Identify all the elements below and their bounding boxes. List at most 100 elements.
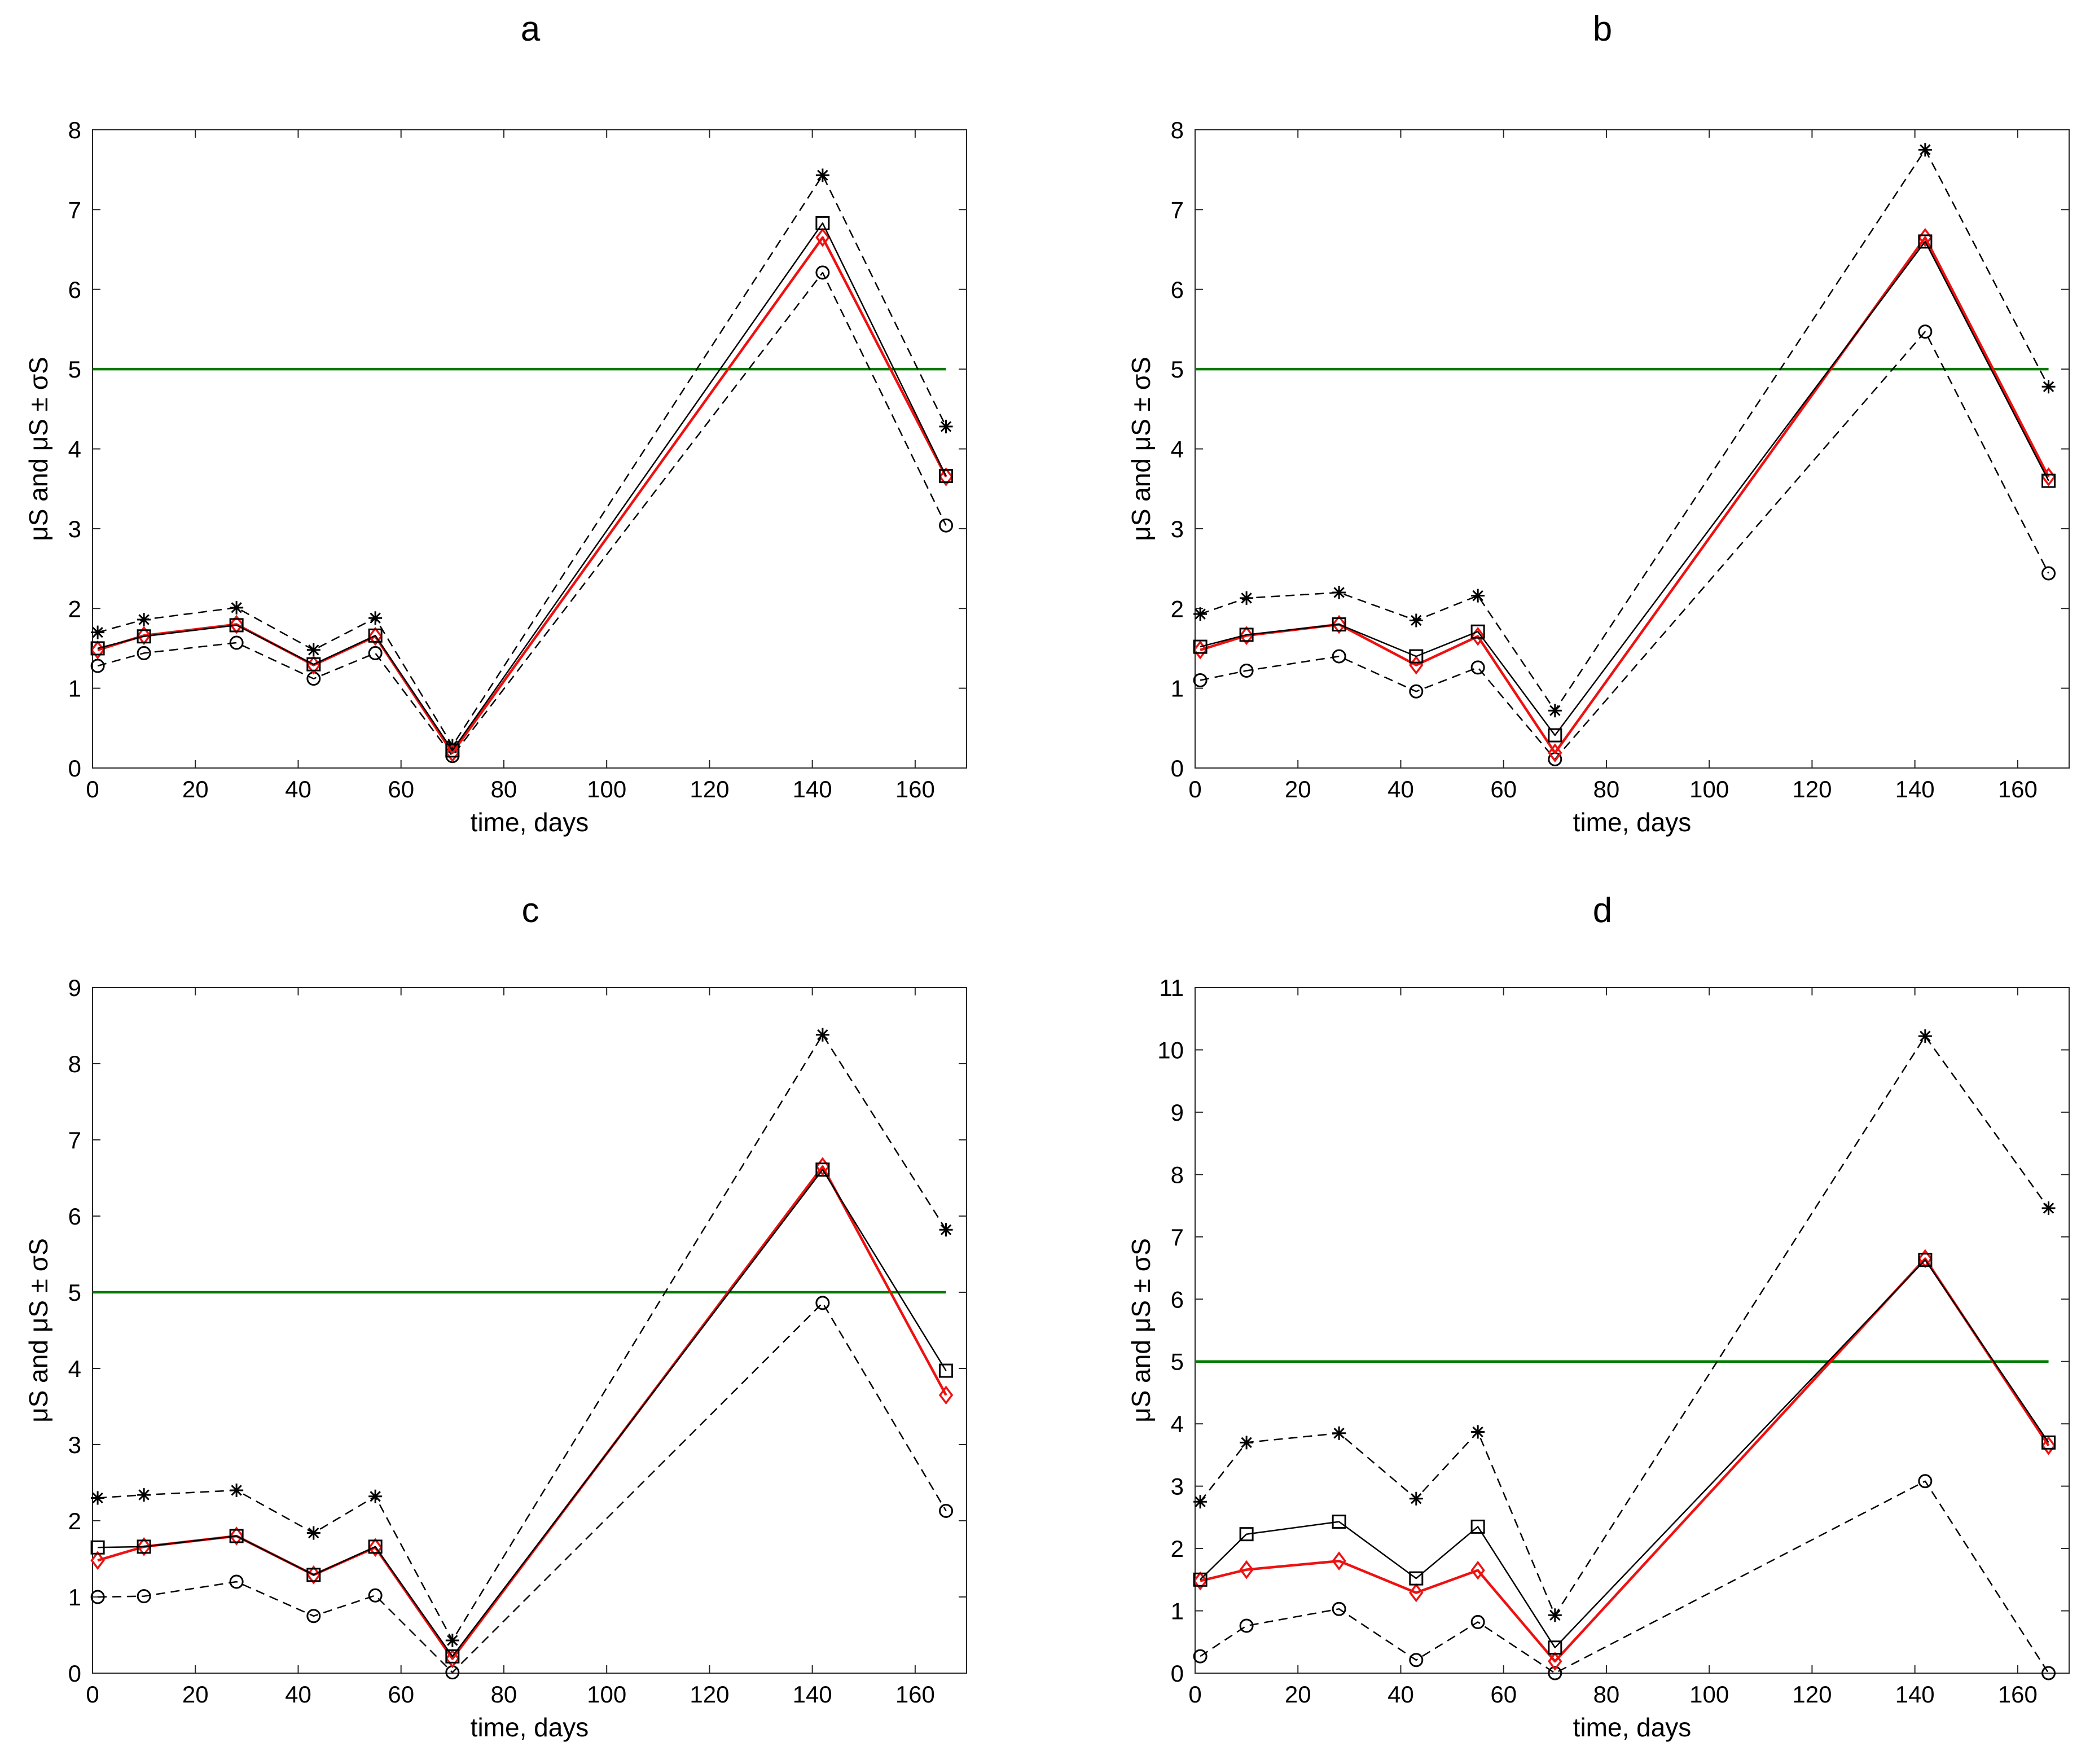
y-tick-label: 2 [68, 595, 81, 622]
y-tick-label: 1 [68, 675, 81, 702]
data-point-asterisk [137, 613, 151, 627]
data-point-square [137, 1539, 151, 1554]
y-tick-label: 4 [68, 1355, 81, 1382]
data-point-diamond [368, 1538, 383, 1557]
data-point-asterisk [1193, 607, 1208, 621]
x-tick-label: 140 [1895, 776, 1935, 802]
x-tick-label: 0 [1188, 1681, 1201, 1708]
data-point-square [445, 1649, 460, 1664]
series-line [98, 1169, 947, 1657]
data-point-circle [1193, 1649, 1208, 1664]
data-point-square [229, 1529, 244, 1543]
data-point-square [306, 657, 321, 672]
data-point-square [2041, 1435, 2056, 1450]
data-point-circle [1918, 324, 1933, 339]
data-point-circle [1918, 1474, 1933, 1489]
data-point-asterisk [306, 643, 320, 657]
data-point-square [1193, 639, 1208, 654]
series-line [1200, 1035, 2049, 1616]
x-tick-label: 60 [388, 1681, 414, 1708]
y-tick-label: 5 [1171, 356, 1184, 383]
data-point-square [815, 1162, 830, 1177]
series-mean-red- [1193, 1249, 2056, 1671]
y-tick-label: 1 [68, 1584, 81, 1611]
data-point-square [1239, 628, 1254, 642]
x-tick-label: 80 [491, 776, 517, 802]
x-tick-label: 0 [1188, 776, 1201, 802]
data-point-square [1918, 1253, 1933, 1267]
series-line [1200, 240, 2049, 736]
x-tick-label: 120 [690, 1681, 729, 1708]
data-point-circle [2041, 1666, 2056, 1680]
x-tick-label: 80 [1593, 1681, 1620, 1708]
x-tick-label: 120 [1792, 1681, 1832, 1708]
chart-panel-d: d 0 20 40 60 80 100 120 140 160 0 1 2 3 4 5 6 7 8 9 10 11 time… [1126, 891, 2070, 1742]
data-point-asterisk [815, 168, 829, 182]
data-point-diamond [1332, 615, 1346, 634]
series-line [98, 1302, 947, 1673]
data-point-circle [229, 1574, 244, 1589]
y-tick-label: 7 [1171, 196, 1184, 223]
x-axis-label: time, days [1573, 808, 1692, 837]
series-line [97, 174, 947, 747]
data-point-circle [2041, 566, 2056, 581]
x-tick-label: 40 [285, 1681, 311, 1708]
data-point-square [1193, 1572, 1208, 1587]
data-point-diamond [445, 743, 460, 763]
x-tick-label: 160 [1998, 776, 2038, 802]
data-point-asterisk [368, 611, 383, 625]
data-point-diamond [1239, 626, 1254, 646]
chart-panel-c: c 0 20 40 60 80 100 120 140 160 0 1 2 3 4 5 6 7 8 9 time, da… [24, 891, 967, 1742]
panel-letter: a [521, 10, 541, 49]
data-point-asterisk [1918, 1029, 1932, 1043]
data-point-asterisk [91, 1491, 105, 1505]
y-tick-label: 8 [68, 1051, 81, 1077]
data-point-diamond [1239, 1560, 1254, 1579]
series-line [1200, 1257, 2050, 1663]
data-point-square [1470, 1519, 1485, 1534]
data-point-circle [815, 265, 830, 280]
data-point-circle [1548, 1666, 1562, 1680]
data-point-diamond [938, 467, 954, 486]
y-tick-label: 0 [1171, 755, 1184, 782]
series-mean-plus-sigma [1193, 1029, 2056, 1622]
data-point-circle [1239, 1618, 1254, 1633]
y-tick-label: 3 [68, 516, 81, 542]
data-point-asterisk [137, 1488, 151, 1502]
x-tick-label: 40 [285, 776, 311, 802]
y-tick-label: 10 [1157, 1037, 1184, 1063]
data-point-circle [368, 646, 383, 660]
x-axis-label: time, days [471, 808, 589, 837]
data-point-diamond [1548, 743, 1562, 763]
data-point-circle [1239, 664, 1254, 678]
data-point-asterisk [1548, 704, 1562, 718]
x-tick-label: 140 [1895, 1681, 1935, 1708]
axes-box [92, 987, 967, 1674]
x-tick-label: 160 [895, 1681, 935, 1708]
data-point-asterisk [1193, 1495, 1208, 1509]
data-point-diamond [815, 227, 830, 247]
data-point-asterisk [1409, 1491, 1423, 1506]
y-tick-label: 0 [1171, 1660, 1184, 1687]
series-line [98, 1034, 947, 1642]
data-point-diamond [1548, 1652, 1562, 1671]
data-point-circle [229, 635, 244, 650]
y-tick-label: 6 [1171, 277, 1184, 303]
y-tick-label: 4 [1171, 1411, 1184, 1437]
y-tick-label: 3 [68, 1432, 81, 1458]
data-point-square [939, 469, 954, 484]
x-tick-label: 140 [793, 776, 832, 802]
x-tick-label: 60 [1490, 776, 1517, 802]
data-point-square [1470, 624, 1485, 639]
axes-box [92, 129, 967, 769]
chart-panel-b: b 0 20 40 60 80 100 120 140 160 0 1 2 3 4 5 6 7 8 time, day… [1126, 10, 2070, 837]
x-tick-label: 160 [895, 776, 935, 802]
series-line [97, 222, 947, 752]
y-tick-label: 5 [68, 1279, 81, 1306]
x-tick-label: 0 [86, 1681, 99, 1708]
data-point-asterisk [368, 1489, 383, 1503]
data-point-asterisk [1332, 1426, 1346, 1440]
data-point-square [1918, 234, 1933, 249]
x-tick-label: 20 [1285, 1681, 1311, 1708]
data-point-asterisk [91, 625, 105, 639]
